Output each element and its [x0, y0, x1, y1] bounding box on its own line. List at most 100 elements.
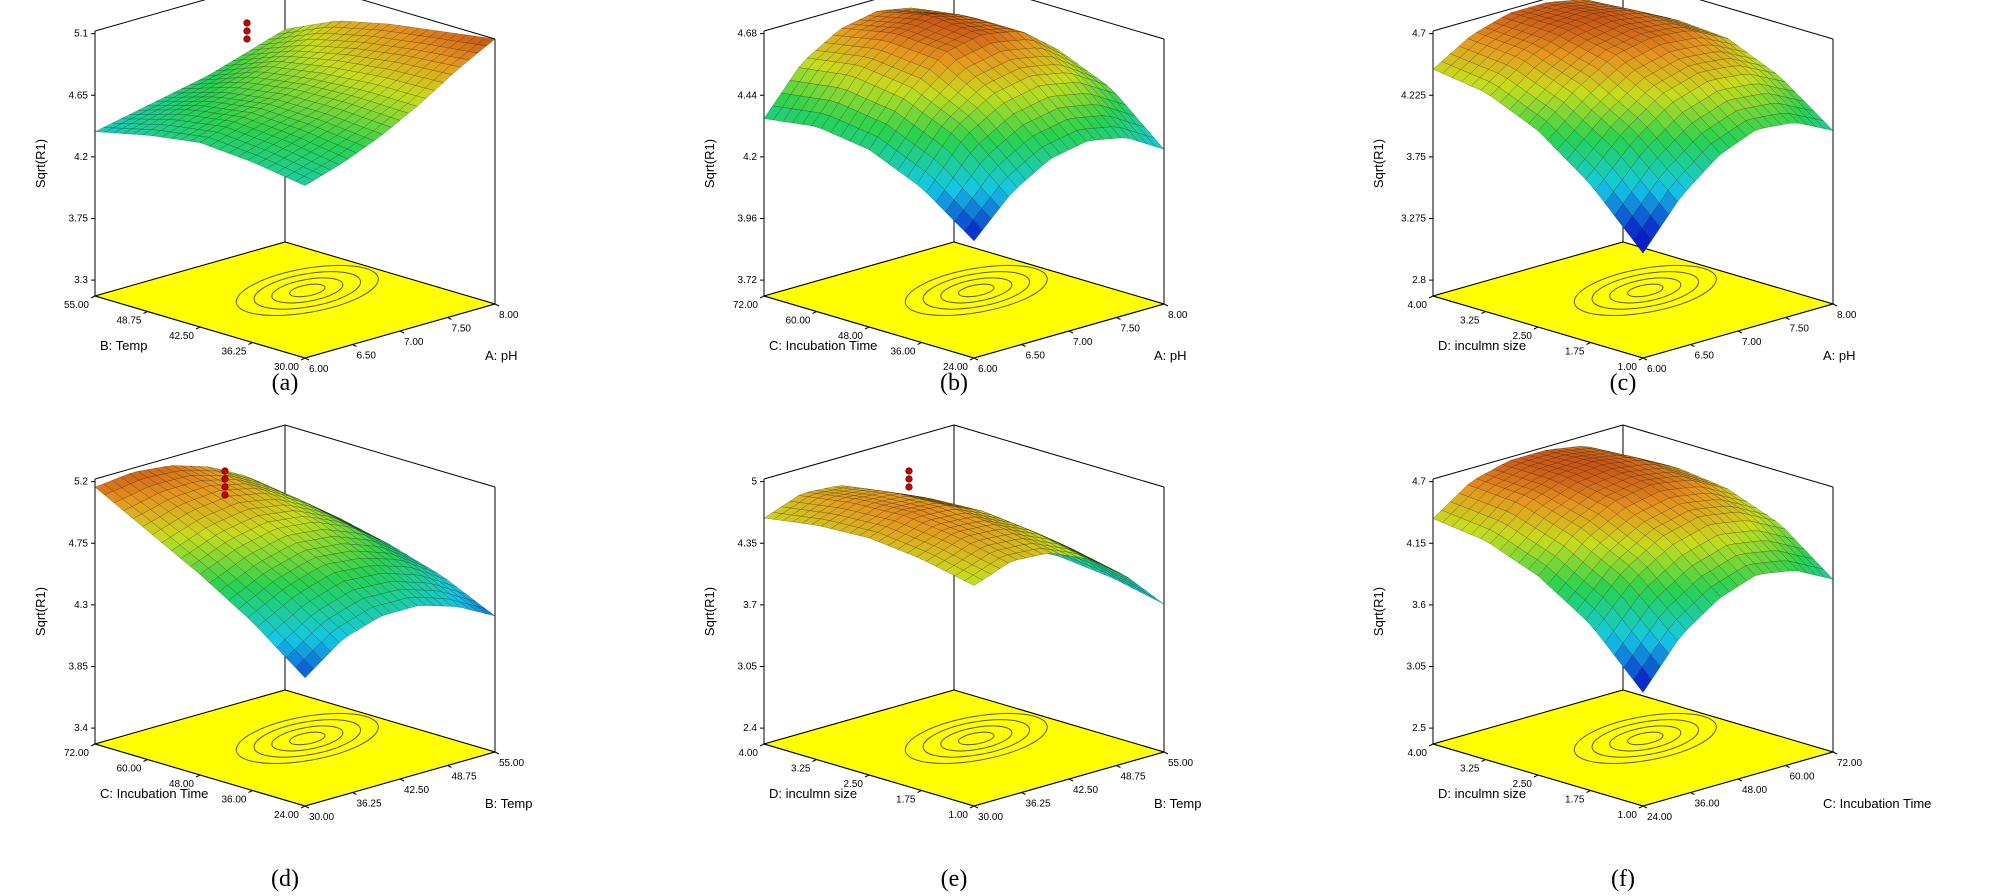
y-tick-label: 4.00	[1408, 300, 1428, 311]
y-tick-label: 24.00	[274, 810, 299, 821]
y-tick-mark	[864, 774, 870, 778]
contour-line	[235, 712, 379, 764]
y-tick-label: 3.25	[791, 764, 811, 775]
z-tick-label: 3.4	[74, 723, 88, 734]
design-point	[243, 35, 251, 43]
x-tick-label: 48.75	[1121, 772, 1146, 783]
x-tick-mark	[352, 792, 357, 795]
y-tick-label: 48.00	[169, 779, 194, 790]
design-point	[221, 467, 229, 475]
x-tick-label: 36.25	[357, 799, 382, 810]
y-tick-label: 36.00	[221, 795, 246, 806]
back-left-top-edge	[1432, 424, 1624, 480]
y-tick-mark	[969, 357, 975, 361]
y-tick-label: 1.00	[949, 810, 969, 821]
y-axis-line	[1432, 743, 1644, 807]
y-tick-label: 24.00	[943, 362, 968, 373]
x-tick-mark	[1116, 765, 1121, 768]
contour-line	[1609, 277, 1682, 304]
x-tick-label: 7.00	[1073, 337, 1093, 348]
z-tick-label: 2.4	[743, 723, 757, 734]
x-tick-label: 36.25	[1026, 799, 1051, 810]
back-left-top-edge	[94, 0, 206, 32]
y-tick-mark	[812, 759, 817, 762]
x-tick-mark	[1642, 357, 1648, 361]
y-tick-mark	[90, 743, 96, 747]
x-tick-label: 48.75	[452, 772, 477, 783]
x-tick-label: 30.00	[309, 812, 334, 823]
surface-plot: 3.4 3.85 4.3 4.75 5.2 Sqrt(R1) 30.00 36.25 42.50…	[33, 424, 532, 892]
y-tick-label: 2.50	[844, 779, 864, 790]
y-tick-mark	[759, 295, 765, 299]
contour-line	[1627, 731, 1664, 746]
surface-facet	[1127, 581, 1146, 594]
chart-panel: 3.72 3.96 4.2 4.44 4.68 Sqrt(R1) 6.00 6.50 7.00 7…	[669, 0, 1338, 448]
z-axis-title: Sqrt(R1)	[702, 139, 717, 188]
contour-line	[940, 277, 1013, 304]
x-tick-mark	[1832, 751, 1838, 755]
x-axis-line	[304, 303, 496, 359]
x-tick-mark	[1116, 317, 1121, 320]
x-tick-label: 7.00	[1742, 337, 1762, 348]
x-axis-title: A: pH	[1154, 348, 1187, 363]
x-tick-mark	[1068, 330, 1074, 334]
contour-line	[904, 712, 1048, 764]
z-tick-label: 3.75	[69, 213, 89, 224]
x-tick-mark	[1737, 330, 1743, 334]
x-tick-mark	[352, 344, 357, 347]
x-tick-label: 36.00	[1695, 799, 1720, 810]
y-tick-label: 1.75	[896, 795, 916, 806]
x-tick-mark	[1785, 765, 1790, 768]
x-tick-label: 6.50	[1695, 351, 1715, 362]
contour-line	[253, 719, 362, 758]
response-surface	[94, 20, 496, 186]
contour-line	[1591, 719, 1700, 758]
z-tick-label: 5.2	[74, 477, 88, 488]
x-tick-mark	[1021, 344, 1026, 347]
y-axis-title: D: inculmn size	[1438, 786, 1526, 801]
y-tick-label: 48.75	[116, 316, 141, 327]
x-axis-title: B: Temp	[485, 796, 532, 811]
x-tick-label: 8.00	[1168, 310, 1188, 321]
y-tick-label: 3.25	[1460, 316, 1480, 327]
contour-line	[271, 277, 344, 304]
surface-facet	[1633, 227, 1652, 254]
z-axis-title: Sqrt(R1)	[33, 139, 48, 188]
z-tick-label: 4.7	[1412, 477, 1426, 488]
x-tick-mark	[973, 357, 979, 361]
y-axis-title: D: inculmn size	[1438, 338, 1526, 353]
x-tick-mark	[1642, 805, 1648, 809]
y-tick-label: 55.00	[64, 300, 89, 311]
y-tick-mark	[1638, 805, 1644, 809]
panel-label: (d)	[271, 866, 299, 892]
z-tick-label: 2.5	[1412, 723, 1426, 734]
y-tick-mark	[300, 357, 306, 361]
y-tick-mark	[1586, 342, 1591, 345]
x-tick-mark	[1785, 317, 1790, 320]
y-axis-line	[1432, 295, 1644, 359]
x-tick-mark	[447, 317, 452, 320]
chart-panel: 2.8 3.275 3.75 4.225 4.7 Sqrt(R1) 6.00 6.50 7.00…	[1338, 0, 2007, 448]
contour-line	[922, 719, 1031, 758]
x-tick-label: 42.50	[404, 785, 429, 796]
x-tick-label: 30.00	[978, 812, 1003, 823]
surface-plot: 2.4 3.05 3.7 4.35 5 Sqrt(R1) 30.00 36.25 42.50 48…	[702, 424, 1201, 892]
x-tick-mark	[494, 751, 500, 755]
contour-line	[958, 731, 995, 746]
z-tick-label: 3.85	[69, 661, 89, 672]
design-point	[243, 19, 251, 27]
x-tick-mark	[304, 357, 310, 361]
contour-line	[922, 271, 1031, 310]
y-axis-title: C: Incubation Time	[769, 338, 877, 353]
y-tick-label: 2.50	[1513, 331, 1533, 342]
chart-panel: 3.4 3.85 4.3 4.75 5.2 Sqrt(R1) 30.00 36.25 42.50…	[0, 424, 669, 896]
z-axis-title: Sqrt(R1)	[702, 587, 717, 636]
x-axis-line	[1642, 751, 1834, 807]
y-tick-label: 42.50	[169, 331, 194, 342]
y-tick-label: 4.00	[739, 748, 759, 759]
y-tick-mark	[917, 342, 922, 345]
x-axis-line	[1642, 303, 1834, 359]
design-point	[905, 467, 913, 475]
contour-line	[235, 264, 379, 316]
z-tick-label: 3.72	[738, 275, 758, 286]
